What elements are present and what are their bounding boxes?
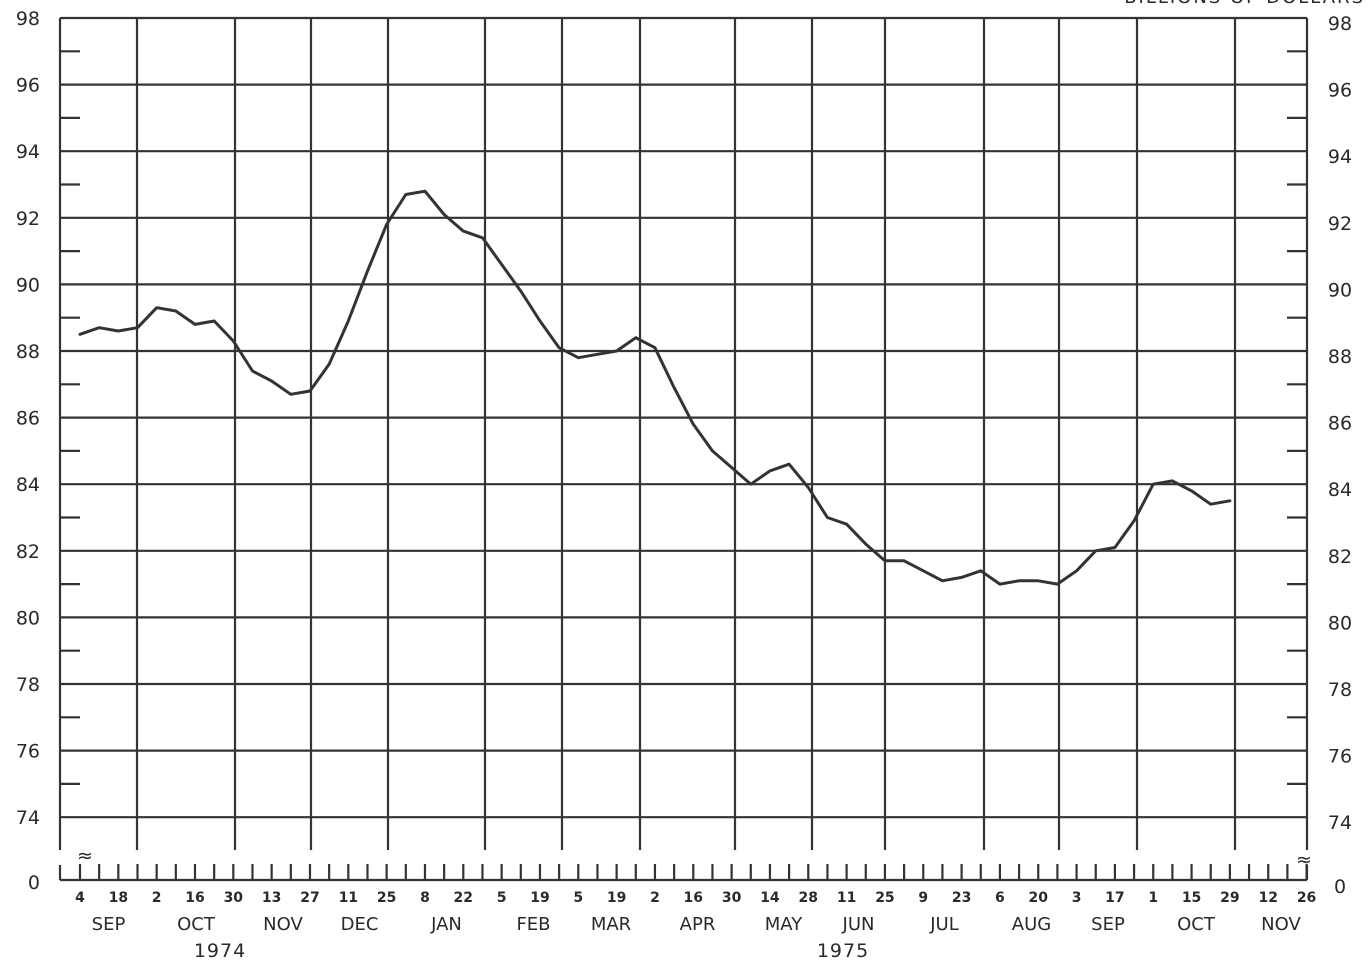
x-month-label: NOV (1261, 914, 1301, 935)
x-month-label: MAR (591, 914, 631, 935)
left-y-tick-label: 80 (16, 607, 40, 629)
x-week-label: 16 (684, 890, 703, 906)
x-month-label: SEP (1091, 914, 1125, 935)
x-week-label: 14 (760, 890, 780, 906)
x-month-label: OCT (177, 914, 216, 935)
x-week-label: 22 (454, 890, 473, 906)
x-week-label: 16 (185, 890, 204, 906)
x-month-label: FEB (516, 914, 550, 935)
right-y-tick-label: 82 (1328, 546, 1352, 568)
x-week-label: 4 (75, 890, 85, 906)
right-y-tick-label: 78 (1328, 679, 1352, 701)
x-week-label: 13 (262, 890, 281, 906)
left-y-tick-label: 78 (16, 674, 40, 696)
left-y-tick-label: 92 (16, 208, 40, 230)
x-week-label: 26 (1297, 890, 1316, 906)
x-year-label: 1974 (194, 940, 246, 962)
x-week-label: 11 (339, 890, 358, 906)
right-y-tick-label: 90 (1328, 279, 1352, 301)
left-y-tick-label: 82 (16, 541, 40, 563)
right-y-tick-label: 86 (1328, 413, 1352, 435)
left-y-tick-label: 74 (16, 807, 40, 829)
x-week-label: 3 (1072, 890, 1082, 906)
left-y-tick-label: 98 (16, 8, 40, 30)
left-axis-break-symbol: ≈ (77, 845, 93, 867)
right-y-tick-label: 88 (1328, 346, 1352, 368)
right-y-tick-label: 84 (1328, 479, 1352, 501)
right-y-tick-label: 80 (1328, 612, 1352, 634)
x-month-label: JUL (929, 914, 959, 935)
x-month-label: MAY (765, 914, 803, 935)
x-month-label: SEP (92, 914, 126, 935)
right-y-tick-label: 92 (1328, 213, 1352, 235)
x-week-label: 29 (1220, 890, 1239, 906)
left-y-tick-label: 96 (16, 75, 40, 97)
right-axis-unit-label: BILLIONS OF DOLLARS (1124, 0, 1365, 8)
x-month-label: JUN (842, 914, 875, 935)
x-week-label: 1 (1148, 890, 1158, 906)
x-week-label: 2 (152, 890, 162, 906)
x-week-label: 28 (799, 890, 818, 906)
x-week-label: 19 (530, 890, 549, 906)
x-year-label: 1975 (817, 940, 869, 962)
x-week-label: 2 (650, 890, 660, 906)
x-week-label: 30 (224, 890, 244, 906)
right-y-tick-label: 74 (1328, 812, 1352, 834)
x-month-label: DEC (341, 914, 379, 935)
x-month-label: NOV (263, 914, 303, 935)
x-week-label: 19 (607, 890, 626, 906)
right-y-tick-label: 98 (1328, 13, 1352, 35)
right-axis-break-symbol: ≈ (1296, 849, 1312, 871)
left-y-tick-label: 88 (16, 341, 40, 363)
right-y-tick-label: 76 (1328, 746, 1352, 768)
x-week-label: 5 (573, 890, 583, 906)
x-week-label: 17 (1105, 890, 1124, 906)
right-y-tick-label: 94 (1328, 146, 1352, 168)
x-week-label: 6 (995, 890, 1005, 906)
left-y-tick-label: 90 (16, 274, 40, 296)
left-y-tick-label: 94 (16, 141, 40, 163)
x-week-label: 9 (918, 890, 928, 906)
right-y-tick-label: 0 (1334, 876, 1346, 898)
left-y-tick-label: 84 (16, 474, 40, 496)
x-week-label: 8 (420, 890, 430, 906)
x-week-label: 23 (952, 890, 971, 906)
x-month-label: OCT (1177, 914, 1216, 935)
x-week-label: 5 (497, 890, 507, 906)
x-week-label: 25 (377, 890, 396, 906)
x-week-label: 11 (837, 890, 856, 906)
x-week-label: 20 (1029, 890, 1049, 906)
x-week-label: 18 (109, 890, 128, 906)
x-month-label: AUG (1012, 914, 1051, 935)
data-series-line (78, 189, 1232, 586)
x-week-label: 27 (300, 890, 319, 906)
left-y-tick-label: 0 (28, 872, 40, 894)
x-month-label: APR (680, 914, 716, 935)
x-month-label: JAN (430, 914, 462, 935)
x-week-label: 30 (722, 890, 742, 906)
left-y-tick-label: 76 (16, 741, 40, 763)
x-week-label: 25 (875, 890, 894, 906)
x-week-label: 15 (1182, 890, 1201, 906)
left-y-tick-label: 86 (16, 408, 40, 430)
x-week-label: 12 (1258, 890, 1277, 906)
right-y-tick-label: 96 (1328, 80, 1352, 102)
